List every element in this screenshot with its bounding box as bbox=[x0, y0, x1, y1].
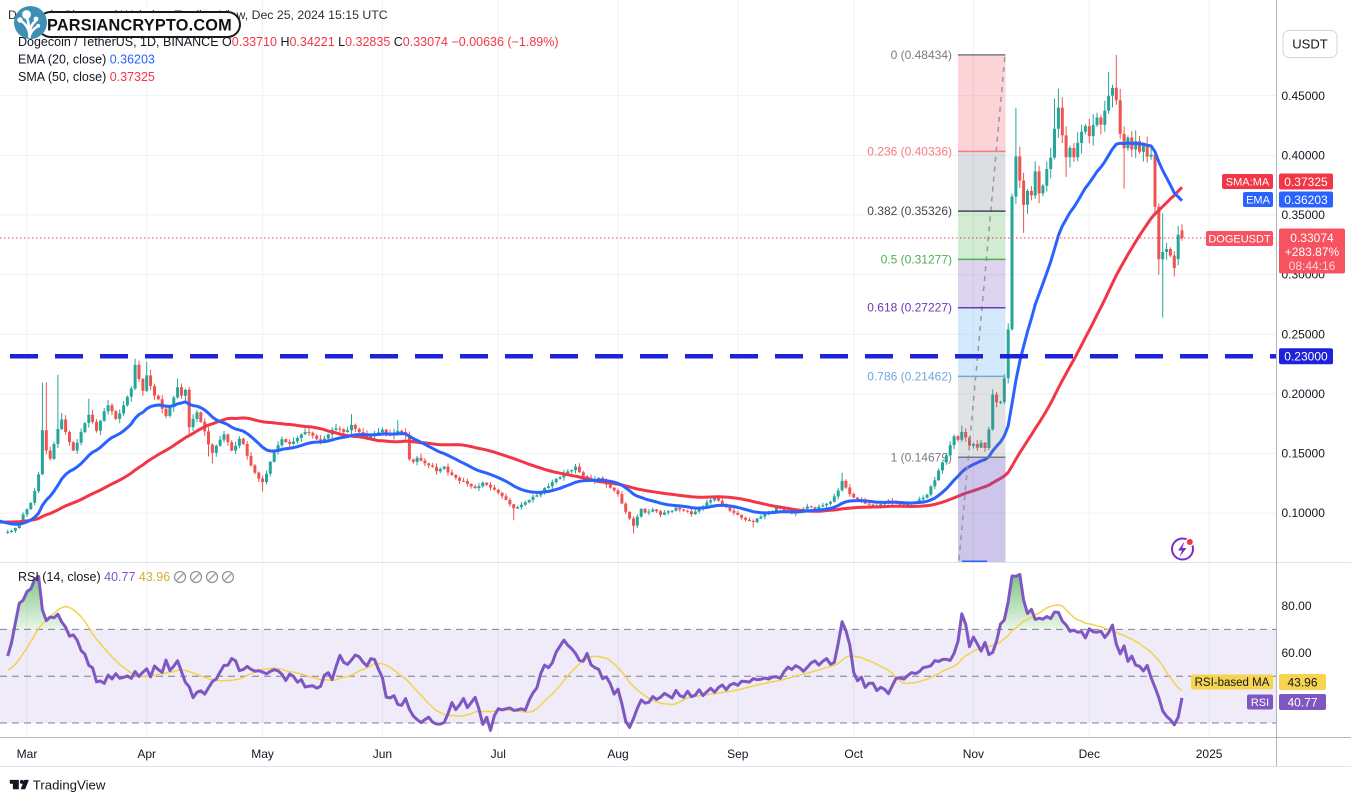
svg-text:Nov: Nov bbox=[963, 747, 984, 761]
svg-text:PARSIANCRYPTO.COM: PARSIANCRYPTO.COM bbox=[47, 17, 232, 35]
svg-text:Aug: Aug bbox=[607, 747, 628, 761]
svg-text:0.20000: 0.20000 bbox=[1282, 387, 1326, 401]
svg-text:SMA:MA: SMA:MA bbox=[1226, 177, 1270, 189]
svg-text:40.77: 40.77 bbox=[1287, 695, 1317, 709]
svg-text:08:44:16: 08:44:16 bbox=[1289, 259, 1336, 273]
svg-text:43.96: 43.96 bbox=[1287, 675, 1317, 689]
svg-text:80.00: 80.00 bbox=[1282, 599, 1312, 613]
svg-text:Sep: Sep bbox=[727, 747, 749, 761]
svg-text:0.15000: 0.15000 bbox=[1282, 447, 1326, 461]
svg-text:RSI-based MA: RSI-based MA bbox=[1195, 677, 1270, 689]
svg-text:0.25000: 0.25000 bbox=[1282, 327, 1326, 341]
svg-text:Oct: Oct bbox=[844, 747, 863, 761]
svg-text:0.35000: 0.35000 bbox=[1282, 208, 1326, 222]
svg-text:Dogecoin / TetherUS, 1D, BINAN: Dogecoin / TetherUS, 1D, BINANCE O0.3371… bbox=[18, 35, 559, 49]
svg-text:RSI (14, close) 40.77 43.96: RSI (14, close) 40.77 43.96 bbox=[18, 570, 170, 584]
svg-text:USDT: USDT bbox=[1292, 37, 1327, 52]
svg-text:RSI: RSI bbox=[1251, 697, 1269, 709]
svg-text:Jul: Jul bbox=[491, 747, 506, 761]
svg-text:1 (0.14679): 1 (0.14679) bbox=[891, 450, 952, 464]
svg-text:May: May bbox=[251, 747, 274, 761]
svg-text:Apr: Apr bbox=[137, 747, 156, 761]
svg-text:0.786 (0.21462): 0.786 (0.21462) bbox=[867, 369, 952, 383]
svg-text:EMA (20, close) 0.36203: EMA (20, close) 0.36203 bbox=[18, 53, 155, 67]
svg-text:EMA: EMA bbox=[1246, 195, 1271, 207]
svg-text:0.618 (0.27227): 0.618 (0.27227) bbox=[867, 301, 952, 315]
svg-text:0.23000: 0.23000 bbox=[1284, 350, 1328, 364]
svg-text:DOGEUSDT: DOGEUSDT bbox=[1208, 234, 1271, 246]
svg-text:60.00: 60.00 bbox=[1282, 646, 1312, 660]
svg-text:0.40000: 0.40000 bbox=[1282, 148, 1326, 162]
svg-text:0.36203: 0.36203 bbox=[1284, 193, 1328, 207]
svg-text:SMA (50, close) 0.37325: SMA (50, close) 0.37325 bbox=[18, 70, 155, 84]
svg-text:0 (0.48434): 0 (0.48434) bbox=[891, 48, 952, 62]
svg-text:2025: 2025 bbox=[1196, 747, 1223, 761]
svg-text:0.5 (0.31277): 0.5 (0.31277) bbox=[881, 252, 952, 266]
svg-text:TradingView: TradingView bbox=[33, 777, 106, 792]
svg-text:0.382 (0.35326): 0.382 (0.35326) bbox=[867, 204, 952, 218]
svg-text:0.236 (0.40336): 0.236 (0.40336) bbox=[867, 144, 952, 158]
svg-text:0.10000: 0.10000 bbox=[1282, 506, 1326, 520]
svg-text:0.37325: 0.37325 bbox=[1284, 175, 1328, 189]
svg-text:0.45000: 0.45000 bbox=[1282, 89, 1326, 103]
svg-text:+283.87%: +283.87% bbox=[1285, 245, 1340, 259]
svg-text:0.33074: 0.33074 bbox=[1290, 231, 1334, 245]
svg-text:Mar: Mar bbox=[17, 747, 38, 761]
svg-text:Jun: Jun bbox=[373, 747, 392, 761]
svg-text:Dec: Dec bbox=[1079, 747, 1100, 761]
